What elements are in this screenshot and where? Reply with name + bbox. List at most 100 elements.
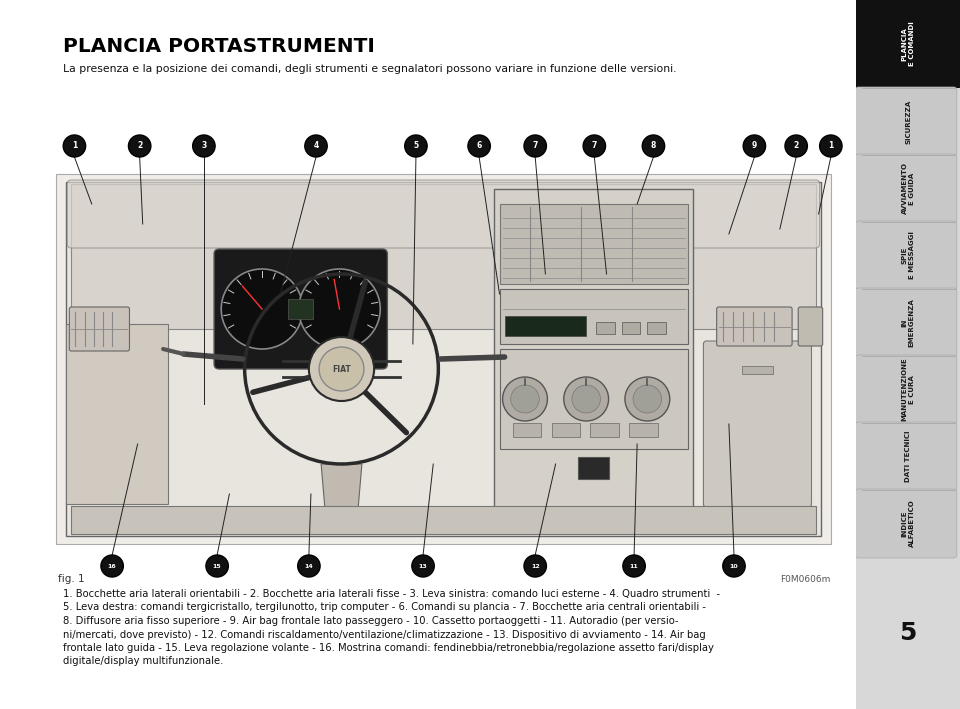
Text: ni/mercati, dove previsto) - 12. Comandi riscaldamento/ventilazione/climatizzazi: ni/mercati, dove previsto) - 12. Comandi…: [63, 630, 706, 640]
Bar: [289, 299, 313, 319]
Text: La presenza e la posizione dei comandi, degli strumenti e segnalatori possono va: La presenza e la posizione dei comandi, …: [63, 64, 677, 74]
Circle shape: [309, 337, 374, 401]
Text: 14: 14: [304, 564, 313, 569]
Text: IN
EMERGENZA: IN EMERGENZA: [901, 298, 915, 347]
Bar: [742, 366, 773, 374]
Circle shape: [319, 347, 364, 391]
Bar: [590, 423, 619, 437]
Text: PLANCIA
E COMANDI: PLANCIA E COMANDI: [901, 22, 915, 67]
Text: 9: 9: [752, 142, 757, 150]
Bar: [596, 322, 614, 334]
Text: 7: 7: [591, 142, 597, 150]
Text: frontale lato guida - 15. Leva regolazione volante - 16. Mostrina comandi: fendi: frontale lato guida - 15. Leva regolazio…: [63, 643, 714, 653]
Circle shape: [625, 377, 670, 421]
Text: 16: 16: [108, 564, 116, 569]
Text: F0M0606m: F0M0606m: [780, 575, 830, 584]
Text: 8: 8: [651, 142, 656, 150]
Text: DATI TECNICI: DATI TECNICI: [905, 431, 911, 482]
Circle shape: [524, 555, 546, 577]
Text: 6: 6: [476, 142, 482, 150]
Circle shape: [564, 377, 609, 421]
Bar: [499, 349, 688, 449]
Circle shape: [468, 135, 491, 157]
Text: 4: 4: [313, 142, 319, 150]
Circle shape: [206, 555, 228, 577]
Text: FIAT: FIAT: [332, 364, 351, 374]
Bar: [513, 423, 541, 437]
Text: MANUTENZIONE
E CURA: MANUTENZIONE E CURA: [901, 357, 915, 421]
Text: 15: 15: [213, 564, 222, 569]
Polygon shape: [322, 464, 362, 524]
Text: fig. 1: fig. 1: [59, 574, 84, 584]
Text: 5. Leva destra: comandi tergicristallo, tergilunotto, trip computer - 6. Comandi: 5. Leva destra: comandi tergicristallo, …: [63, 603, 707, 613]
Text: 5: 5: [900, 621, 917, 645]
FancyBboxPatch shape: [855, 422, 957, 491]
FancyBboxPatch shape: [855, 221, 957, 290]
Text: 5: 5: [414, 142, 419, 150]
Circle shape: [298, 555, 320, 577]
FancyBboxPatch shape: [214, 249, 388, 369]
Circle shape: [503, 377, 547, 421]
Bar: [551, 423, 580, 437]
Text: AVVIAMENTO
E GUIDA: AVVIAMENTO E GUIDA: [901, 162, 915, 215]
Bar: [56, 174, 830, 544]
Text: 11: 11: [630, 564, 638, 569]
Circle shape: [583, 135, 606, 157]
Text: PLANCIA PORTASTRUMENTI: PLANCIA PORTASTRUMENTI: [63, 37, 375, 56]
Text: 2: 2: [794, 142, 799, 150]
Bar: [856, 222, 960, 289]
Circle shape: [193, 135, 215, 157]
Circle shape: [405, 135, 427, 157]
Bar: [71, 184, 816, 329]
Text: 1: 1: [828, 142, 833, 150]
Circle shape: [743, 135, 765, 157]
Circle shape: [129, 135, 151, 157]
Bar: [499, 289, 688, 344]
Bar: [647, 322, 665, 334]
FancyBboxPatch shape: [855, 355, 957, 424]
Circle shape: [633, 385, 661, 413]
Bar: [578, 457, 609, 479]
Bar: [71, 506, 816, 534]
FancyBboxPatch shape: [67, 180, 820, 248]
FancyBboxPatch shape: [855, 489, 957, 558]
Text: 8. Diffusore aria fisso superiore - 9. Air bag frontale lato passeggero - 10. Ca: 8. Diffusore aria fisso superiore - 9. A…: [63, 616, 679, 626]
Circle shape: [412, 555, 434, 577]
FancyBboxPatch shape: [855, 288, 957, 357]
Text: INDICE
ALFABETICO: INDICE ALFABETICO: [901, 500, 915, 547]
Circle shape: [299, 269, 380, 349]
Bar: [856, 155, 960, 222]
Polygon shape: [66, 182, 821, 536]
Text: digitale/display multifunzionale.: digitale/display multifunzionale.: [63, 657, 224, 666]
Circle shape: [572, 385, 600, 413]
Circle shape: [723, 555, 745, 577]
Bar: [629, 423, 658, 437]
Bar: [856, 356, 960, 423]
Circle shape: [305, 135, 327, 157]
Circle shape: [63, 135, 85, 157]
Text: 1. Bocchette aria laterali orientabili - 2. Bocchette aria laterali fisse - 3. L: 1. Bocchette aria laterali orientabili -…: [63, 589, 720, 599]
Bar: [856, 490, 960, 557]
Text: 13: 13: [419, 564, 427, 569]
Circle shape: [785, 135, 807, 157]
Text: 12: 12: [531, 564, 540, 569]
Circle shape: [623, 555, 645, 577]
FancyBboxPatch shape: [798, 307, 823, 346]
Bar: [856, 88, 960, 155]
FancyBboxPatch shape: [69, 307, 130, 351]
Text: 7: 7: [533, 142, 538, 150]
Bar: [505, 316, 587, 336]
Text: 1: 1: [72, 142, 77, 150]
FancyBboxPatch shape: [855, 87, 957, 156]
Circle shape: [101, 555, 123, 577]
Bar: [856, 289, 960, 356]
FancyBboxPatch shape: [717, 307, 792, 346]
Text: 10: 10: [730, 564, 738, 569]
Circle shape: [820, 135, 842, 157]
Bar: [499, 204, 688, 284]
Bar: [494, 189, 693, 529]
Circle shape: [221, 269, 302, 349]
FancyBboxPatch shape: [704, 341, 811, 507]
FancyBboxPatch shape: [855, 154, 957, 223]
Bar: [856, 0, 960, 88]
